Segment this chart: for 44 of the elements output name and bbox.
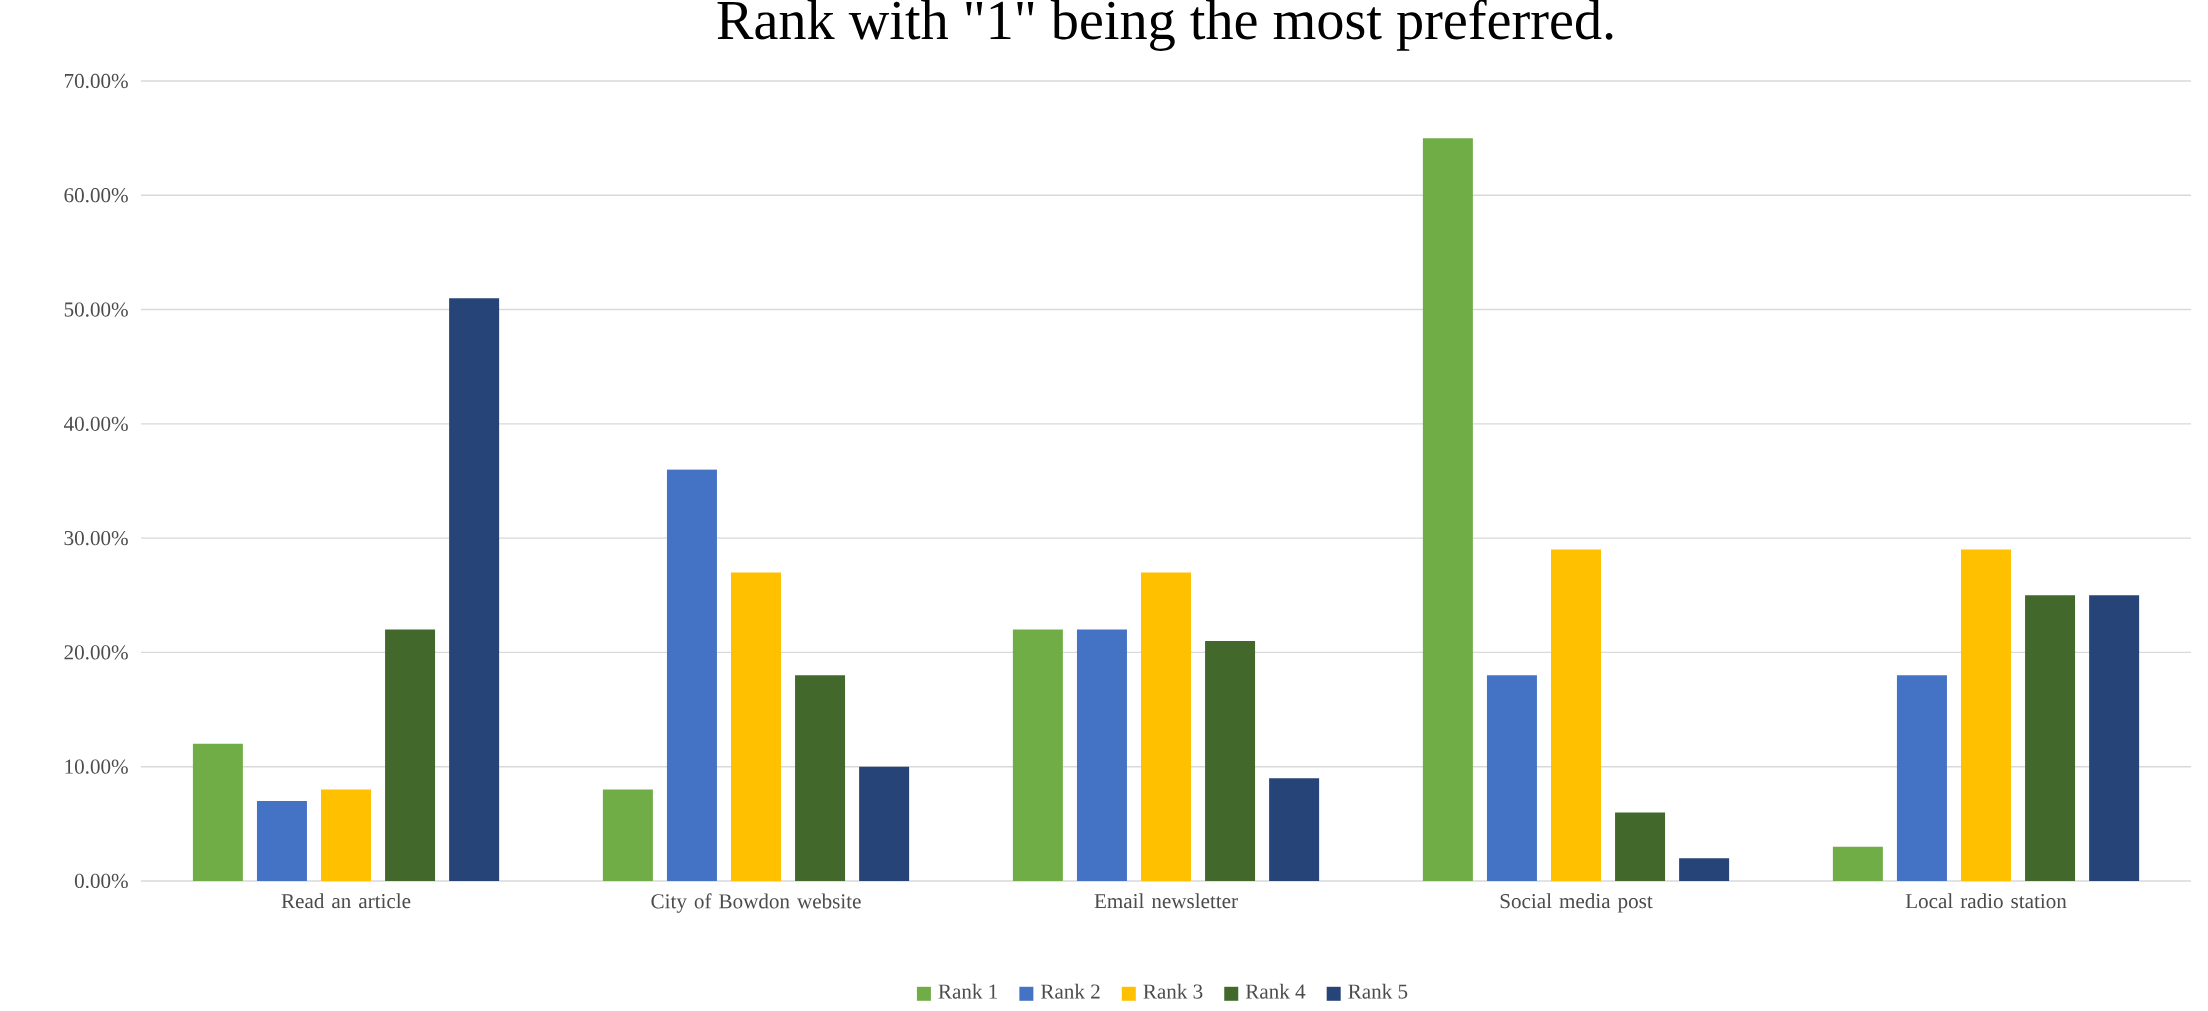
x-tick-label: Email newsletter (1094, 893, 1238, 909)
legend-label: Rank 4 (1245, 983, 1306, 999)
x-tick-label: City of Bowdon website (651, 893, 861, 913)
bar (1832, 846, 1883, 881)
bar (2025, 595, 2076, 881)
x-tick-label: Read an article (281, 893, 411, 909)
y-tick-label: 10.00% (65, 759, 128, 774)
y-tick-label: 60.00% (64, 188, 128, 203)
bar (1269, 778, 1320, 881)
y-tick-label: 40.00% (63, 416, 128, 431)
x-tick-label: Social media post (1500, 893, 1653, 913)
y-tick-label: 20.00% (64, 645, 128, 660)
bar (731, 572, 781, 881)
bar (1961, 549, 2011, 881)
bar (1141, 572, 1191, 881)
bar (1615, 812, 1666, 881)
bar (602, 789, 653, 881)
legend-label: Rank 1 (938, 983, 997, 999)
bar (859, 766, 910, 881)
x-tick-label: Local radio station (1905, 893, 2067, 909)
bar (666, 469, 717, 881)
bar (256, 800, 307, 881)
legend-label: Rank 5 (1348, 983, 1408, 999)
bar (2089, 595, 2140, 881)
bar (1012, 629, 1063, 881)
bar (449, 298, 500, 881)
bar (1551, 549, 1601, 881)
bar (1679, 858, 1730, 881)
bar (1422, 138, 1473, 881)
bar (385, 629, 436, 881)
chart-title: Rank with "1" being the most preferred. (717, 0, 1613, 52)
bar (795, 675, 846, 881)
legend-label: Rank 2 (1040, 983, 1100, 999)
y-tick-label: 70.00% (64, 73, 128, 89)
bar (1205, 640, 1256, 881)
y-tick-label: 0.00% (74, 873, 128, 889)
bar (1076, 629, 1127, 881)
bar (192, 743, 243, 881)
y-tick-label: 30.00% (64, 530, 128, 546)
legend-label: Rank 3 (1143, 983, 1203, 999)
y-tick-label: 50.00% (64, 302, 128, 317)
bar (1486, 675, 1537, 881)
bar (321, 789, 371, 881)
bar (1896, 675, 1947, 881)
